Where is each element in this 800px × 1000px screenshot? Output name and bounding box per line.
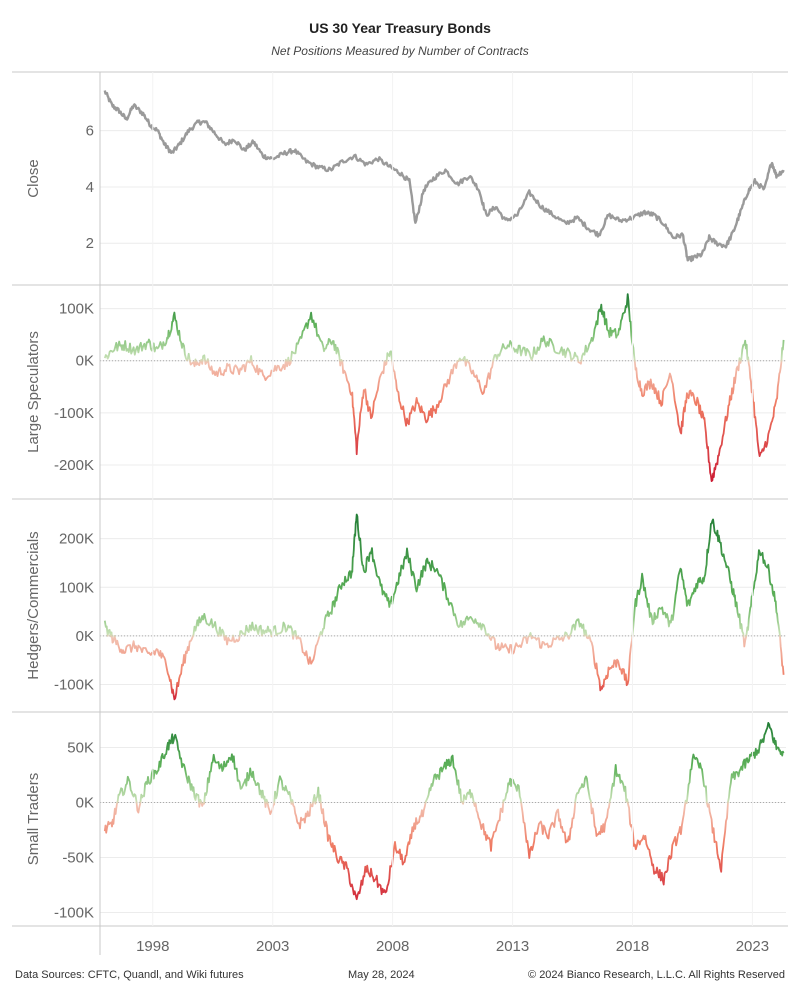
y-tick-label: -200K — [54, 457, 94, 474]
panel-large-speculators: 100K 0K -100K -200K Large Speculators — [12, 284, 788, 482]
footer-sources: Data Sources: CFTC, Quandl, and Wiki fut… — [15, 969, 244, 981]
y-tick-label: -100K — [54, 677, 94, 694]
y-axis-title: Large Speculators — [25, 331, 42, 453]
y-tick-label: -100K — [54, 905, 94, 922]
y-axis-title: Hedgers/Commercials — [25, 531, 42, 679]
y-tick-label: 0K — [76, 628, 94, 645]
x-tick-label: 2003 — [256, 938, 289, 955]
y-tick-label: 2 — [86, 235, 94, 252]
series-line-close — [103, 90, 785, 263]
chart-title: US 30 Year Treasury Bonds — [309, 20, 491, 36]
panel-hedgers-commercials: 200K 100K 0K -100K Hedgers/Commercials — [12, 498, 788, 701]
series-line-hedgers-commercials — [103, 513, 785, 701]
x-tick-label: 2023 — [736, 938, 769, 955]
y-tick-label: 4 — [86, 179, 94, 196]
footer-copyright: © 2024 Bianco Research, L.L.C. All Right… — [528, 969, 785, 981]
y-tick-label: -100K — [54, 405, 94, 422]
series-line-large-speculators — [103, 293, 785, 482]
x-axis: 1998 2003 2008 2013 2018 2023 — [136, 72, 769, 955]
series-line-small-traders — [103, 722, 785, 901]
y-tick-label: 6 — [86, 123, 94, 140]
y-tick-label: 200K — [59, 531, 94, 548]
x-tick-label: 2008 — [376, 938, 409, 955]
y-tick-label: 0K — [76, 795, 94, 812]
y-axis-title: Small Traders — [25, 773, 42, 866]
x-tick-label: 2013 — [496, 938, 529, 955]
x-tick-label: 1998 — [136, 938, 169, 955]
y-tick-label: 100K — [59, 301, 94, 318]
y-tick-label: 100K — [59, 579, 94, 596]
y-tick-label: 50K — [67, 740, 94, 757]
y-axis-title: Close — [25, 159, 42, 197]
panel-small-traders: 50K 0K -50K -100K Small Traders — [12, 711, 788, 922]
x-tick-label: 2018 — [616, 938, 649, 955]
panel-close: 2 4 6 Close — [12, 71, 788, 263]
y-tick-label: -50K — [62, 850, 94, 867]
footer-date: May 28, 2024 — [348, 969, 415, 981]
y-tick-label: 0K — [76, 353, 94, 370]
chart-subtitle: Net Positions Measured by Number of Cont… — [271, 44, 529, 58]
